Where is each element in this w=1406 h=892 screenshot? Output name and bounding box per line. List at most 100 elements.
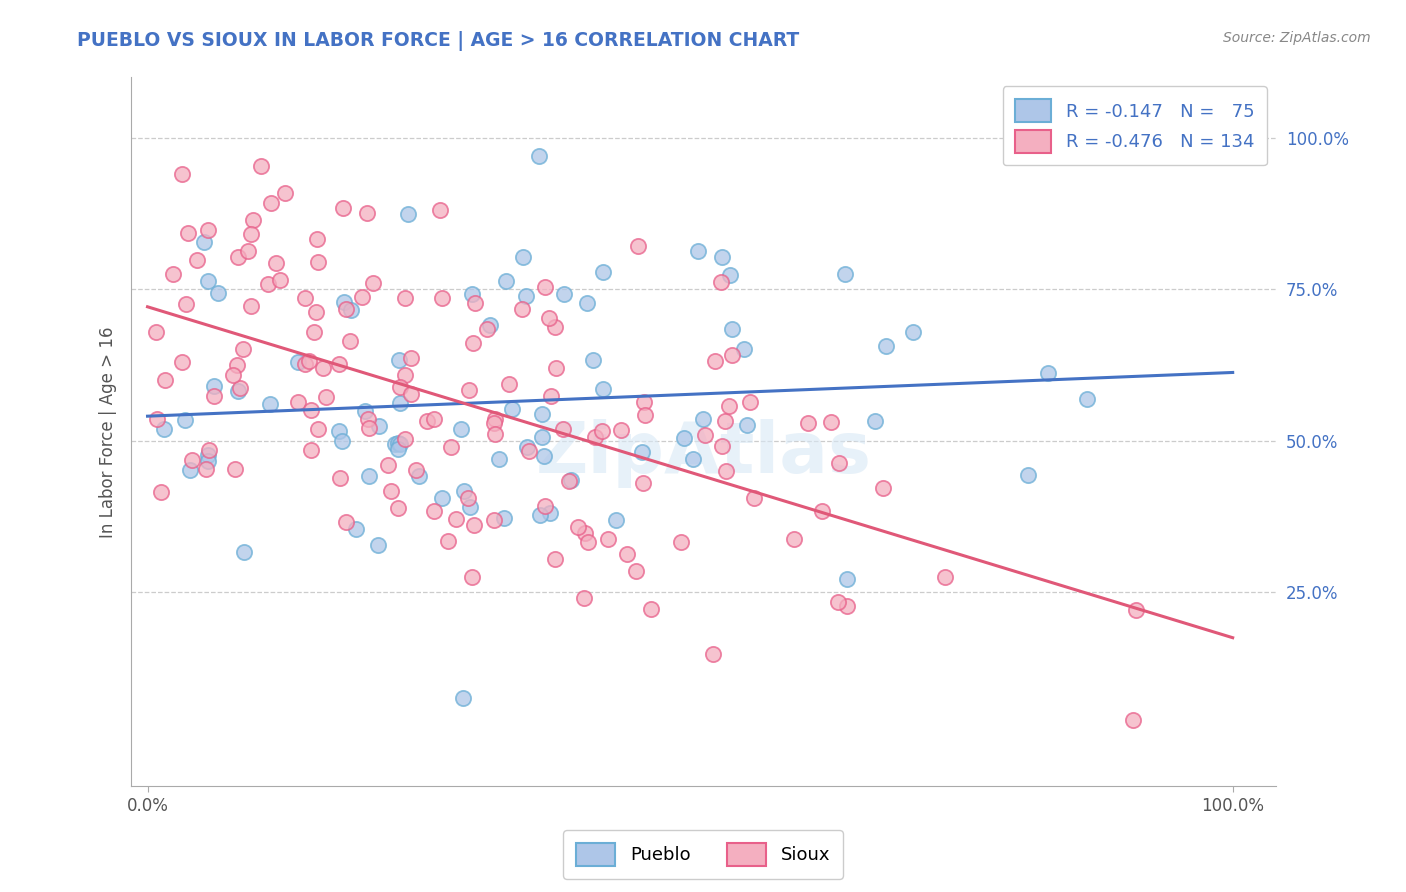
Point xyxy=(592,265,614,279)
Point xyxy=(194,462,217,476)
Point xyxy=(357,411,380,425)
Point xyxy=(592,382,614,396)
Point xyxy=(711,250,734,264)
Point xyxy=(444,512,467,526)
Point xyxy=(671,534,693,549)
Point xyxy=(538,310,561,325)
Point xyxy=(557,474,579,488)
Point xyxy=(401,386,423,401)
Point xyxy=(174,412,197,426)
Point xyxy=(835,599,858,613)
Point xyxy=(575,296,598,310)
Point xyxy=(170,167,193,181)
Point xyxy=(153,422,176,436)
Point xyxy=(1122,713,1144,727)
Point xyxy=(242,212,264,227)
Point xyxy=(229,381,252,395)
Point xyxy=(475,322,498,336)
Point xyxy=(197,274,219,288)
Point xyxy=(710,275,733,289)
Point xyxy=(544,551,567,566)
Point xyxy=(197,453,219,467)
Point xyxy=(294,292,316,306)
Point xyxy=(145,325,167,339)
Point xyxy=(461,335,484,350)
Point xyxy=(240,299,263,313)
Point xyxy=(332,202,354,216)
Point xyxy=(538,506,561,520)
Point xyxy=(640,602,662,616)
Point xyxy=(544,361,567,376)
Point xyxy=(464,296,486,310)
Point xyxy=(380,484,402,499)
Point xyxy=(197,448,219,462)
Point xyxy=(440,440,463,454)
Point xyxy=(422,412,444,426)
Point xyxy=(693,428,716,442)
Point xyxy=(335,301,357,316)
Point xyxy=(193,235,215,250)
Point xyxy=(359,420,381,434)
Point xyxy=(384,437,406,451)
Point xyxy=(307,232,329,246)
Point xyxy=(512,251,534,265)
Text: ZipAtlas: ZipAtlas xyxy=(536,418,872,488)
Point xyxy=(226,250,249,264)
Point xyxy=(553,286,575,301)
Point xyxy=(240,227,263,241)
Point xyxy=(307,255,329,269)
Point xyxy=(202,389,225,403)
Point xyxy=(583,430,606,444)
Point xyxy=(479,318,502,332)
Point xyxy=(359,468,381,483)
Point xyxy=(179,463,201,477)
Point xyxy=(450,421,472,435)
Point xyxy=(721,322,744,336)
Point xyxy=(408,469,430,483)
Point xyxy=(624,564,647,578)
Point xyxy=(202,378,225,392)
Point xyxy=(260,196,283,211)
Point xyxy=(704,354,727,368)
Point xyxy=(605,513,627,527)
Point xyxy=(149,484,172,499)
Point xyxy=(335,515,357,529)
Point xyxy=(429,202,451,217)
Point xyxy=(733,343,755,357)
Point xyxy=(387,500,409,515)
Point xyxy=(269,273,291,287)
Point xyxy=(457,491,479,505)
Point xyxy=(634,408,657,422)
Point xyxy=(544,319,567,334)
Point xyxy=(495,275,517,289)
Point xyxy=(461,287,484,301)
Point xyxy=(207,286,229,301)
Point xyxy=(610,423,633,437)
Point xyxy=(744,491,766,506)
Point xyxy=(224,461,246,475)
Legend: Pueblo, Sioux: Pueblo, Sioux xyxy=(562,830,844,879)
Point xyxy=(702,647,724,661)
Point xyxy=(437,533,460,548)
Point xyxy=(718,268,741,282)
Text: Source: ZipAtlas.com: Source: ZipAtlas.com xyxy=(1223,31,1371,45)
Point xyxy=(388,353,411,368)
Point xyxy=(811,503,834,517)
Point xyxy=(934,570,956,584)
Point xyxy=(363,277,385,291)
Point xyxy=(226,384,249,398)
Point xyxy=(692,412,714,426)
Point xyxy=(720,347,742,361)
Point xyxy=(488,451,510,466)
Point xyxy=(672,431,695,445)
Point xyxy=(453,483,475,498)
Point xyxy=(1036,366,1059,380)
Point xyxy=(531,430,554,444)
Point xyxy=(394,291,416,305)
Point xyxy=(174,297,197,311)
Point xyxy=(401,351,423,365)
Point xyxy=(367,418,389,433)
Point xyxy=(232,342,254,356)
Point xyxy=(484,416,506,430)
Point xyxy=(332,294,354,309)
